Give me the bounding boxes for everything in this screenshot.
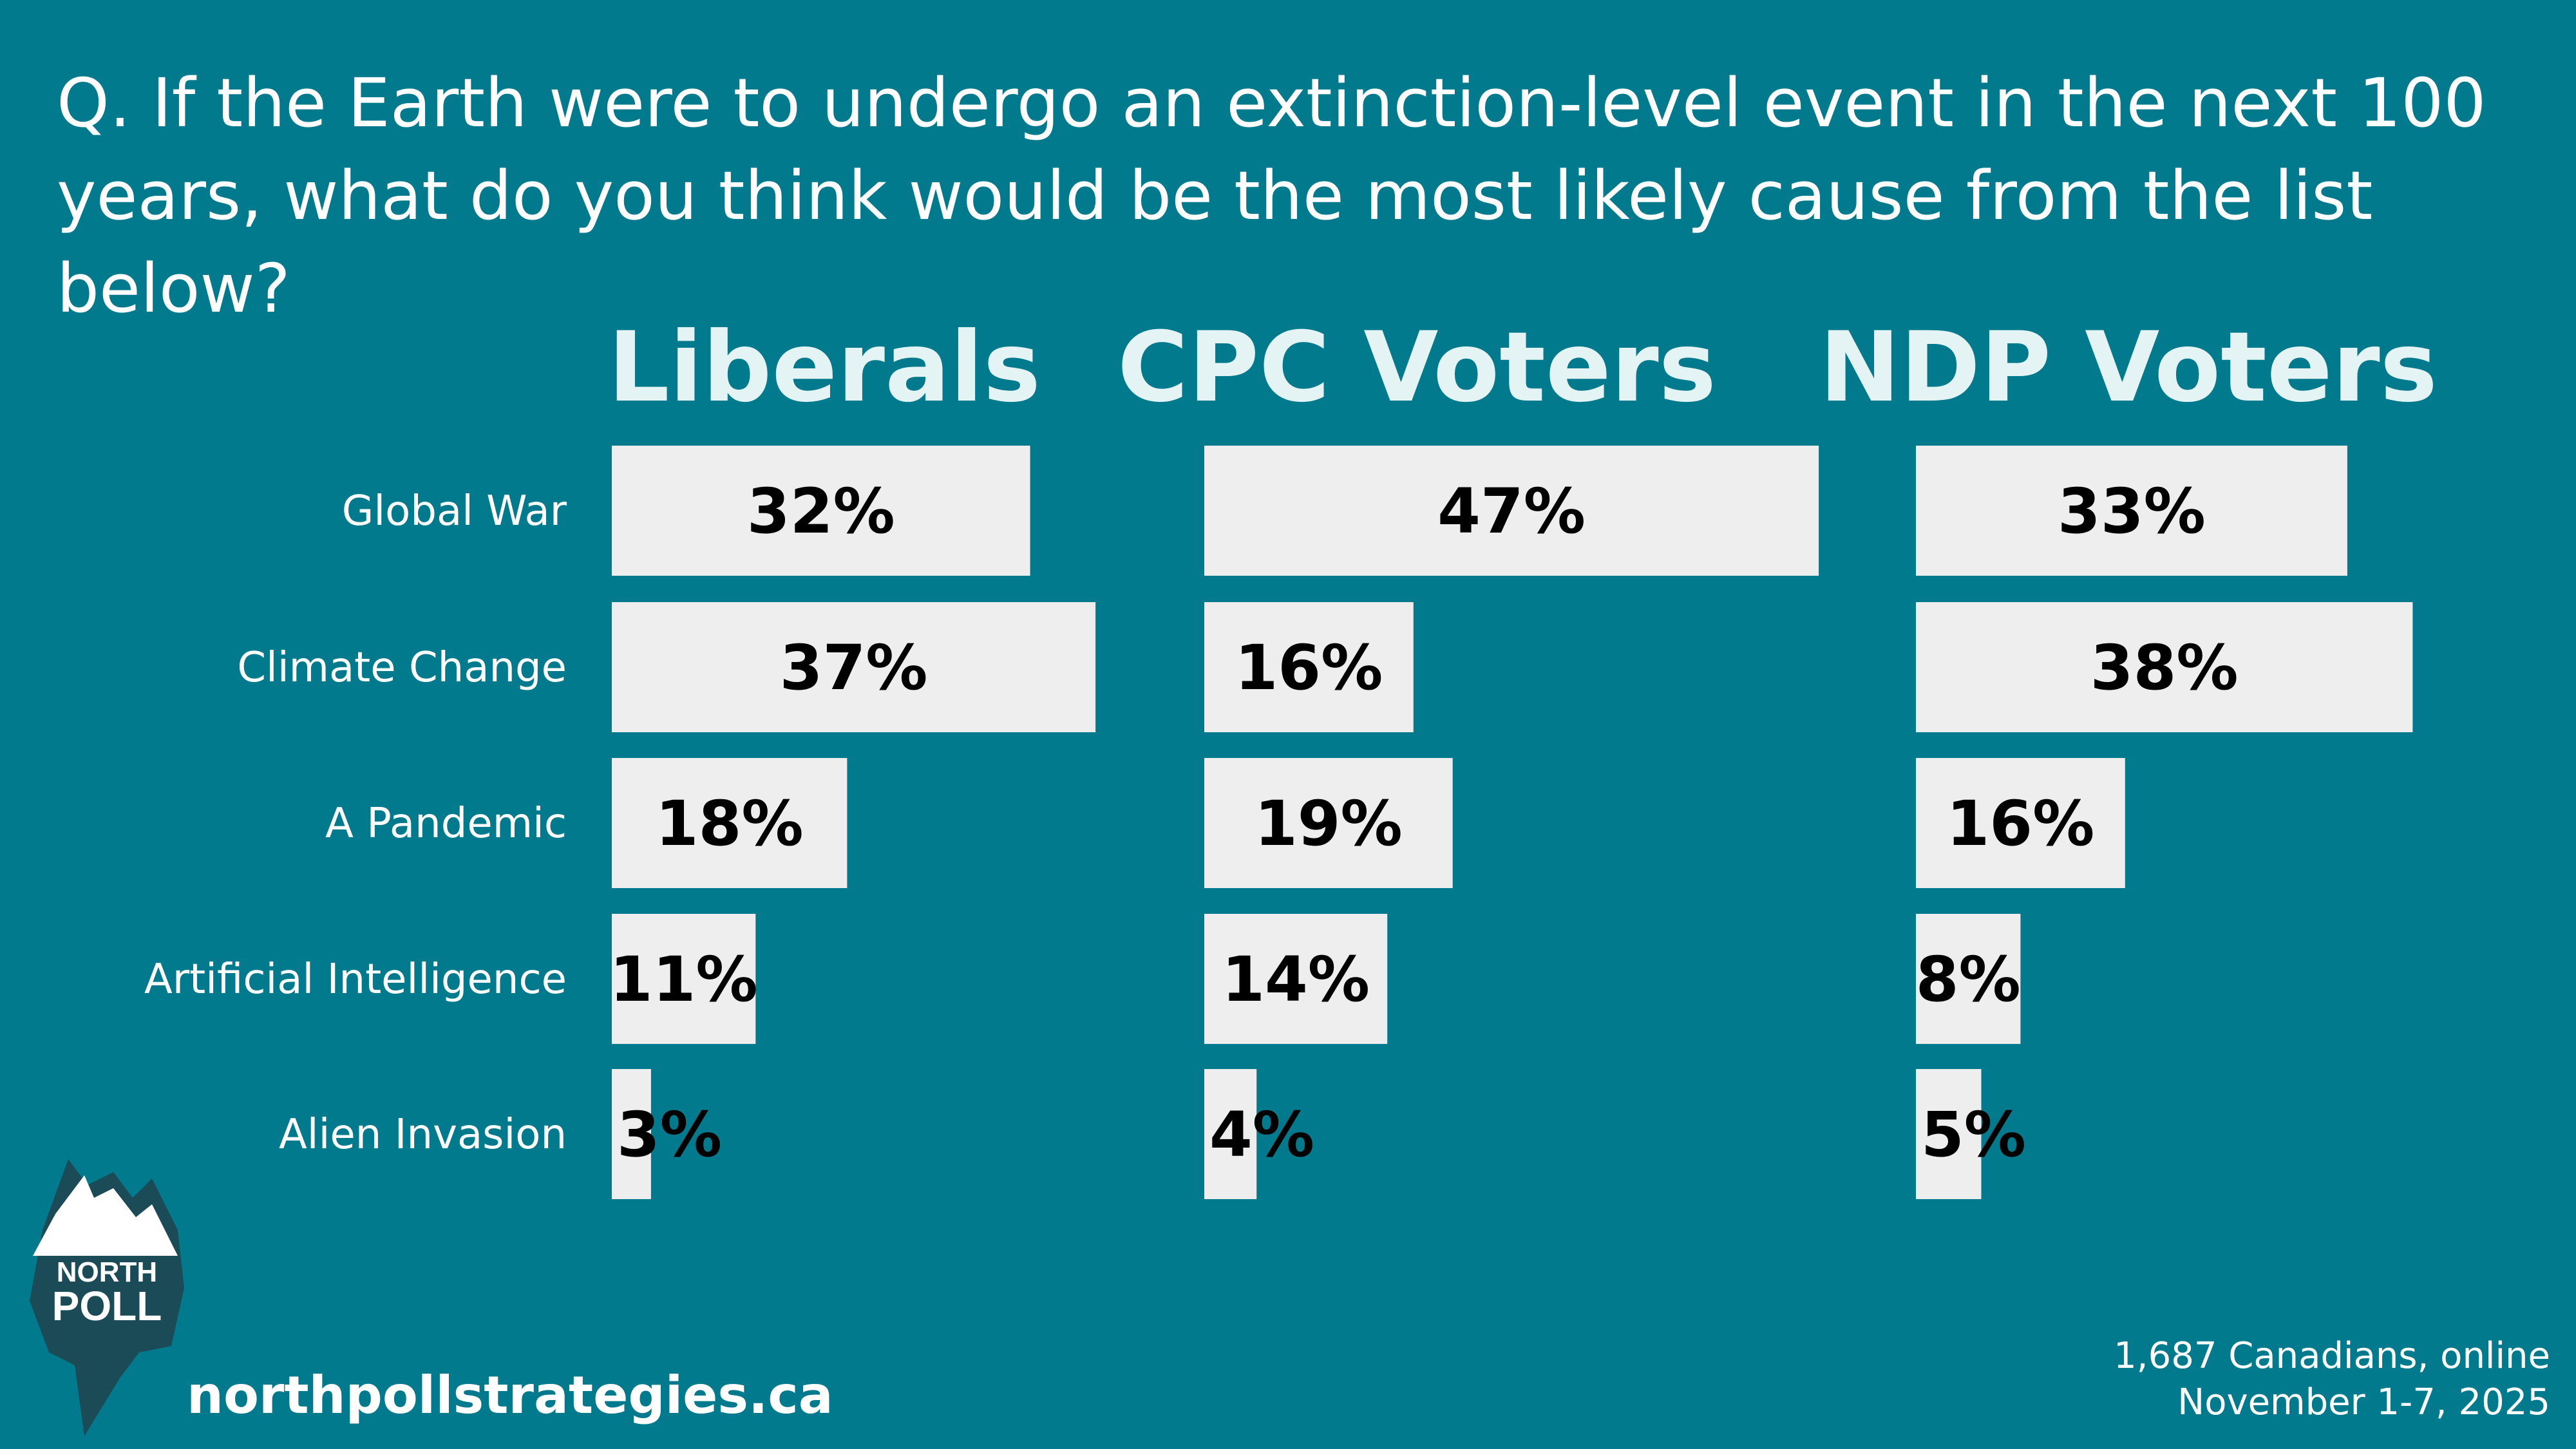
bar-chart: Global War Climate Change A Pandemic Artifi… (144, 312, 2438, 1199)
data-label: 14% (1222, 943, 1370, 1016)
data-label: 18% (656, 788, 804, 860)
series-title: Liberals (608, 312, 1041, 424)
north-poll-logo-icon: NORTH POLL (30, 1159, 184, 1436)
bar (1916, 446, 2347, 576)
data-label: 16% (1235, 632, 1383, 704)
data-label: 47% (1437, 475, 1586, 547)
category-label: Artificial Intelligence (144, 956, 567, 1003)
website-link[interactable]: northpollstrategies.ca (187, 1365, 833, 1425)
series-title: CPC Voters (1117, 312, 1716, 424)
category-label: Alien Invasion (279, 1111, 567, 1159)
bar (612, 758, 848, 888)
data-label: 5% (1921, 1099, 2026, 1171)
category-label: A Pandemic (325, 800, 567, 848)
category-label: Global War (342, 488, 567, 535)
survey-dates: November 1-7, 2025 (2177, 1381, 2550, 1423)
data-label: 33% (2058, 475, 2206, 547)
data-label: 32% (747, 475, 895, 547)
series-title: NDP Voters (1819, 312, 2438, 424)
bar (1204, 758, 1453, 888)
bar (1204, 1069, 1257, 1199)
data-label: 4% (1209, 1099, 1314, 1171)
data-label: 8% (1916, 943, 2021, 1016)
bar (1916, 758, 2125, 888)
question-title: Q. If the Earth were to undergo an extin… (57, 64, 2486, 328)
logo-line-2: POLL (52, 1283, 162, 1329)
bar (612, 914, 756, 1044)
bar (1204, 602, 1414, 732)
logo-line-1: NORTH (57, 1256, 157, 1288)
bar (1916, 602, 2413, 732)
bar (612, 446, 1030, 576)
sample-size: 1,687 Canadians, online (2114, 1335, 2550, 1377)
data-label: 3% (617, 1099, 722, 1171)
data-label: 38% (2090, 632, 2239, 704)
bar (1204, 446, 1819, 576)
data-label: 19% (1255, 788, 1403, 860)
data-label: 16% (1947, 788, 2095, 860)
bar (612, 1069, 651, 1199)
category-label: Climate Change (237, 644, 567, 692)
bar (1916, 914, 2021, 1044)
bar (1204, 914, 1388, 1044)
footnote: 1,687 Canadians, online November 1-7, 20… (1971, 1333, 2550, 1426)
bar (612, 602, 1096, 732)
iceberg-peak-icon (33, 1175, 178, 1256)
data-label: 37% (780, 632, 928, 704)
bar (1916, 1069, 1982, 1199)
data-label: 11% (610, 943, 758, 1016)
